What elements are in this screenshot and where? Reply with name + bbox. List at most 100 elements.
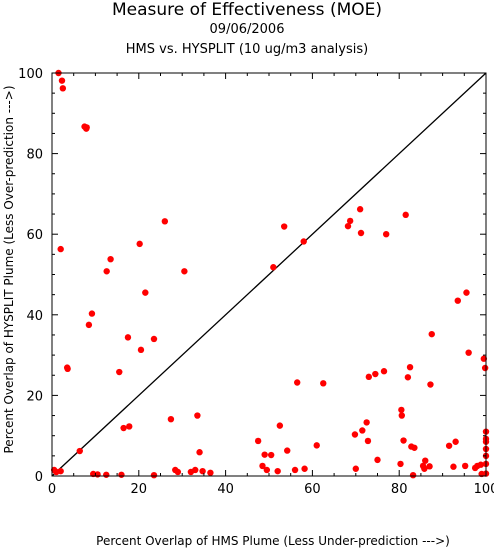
x-axis: 0 20 40 60 80 100 <box>48 73 494 497</box>
data-point <box>428 330 435 338</box>
chart-subtitle: HMS vs. HYSPLIT (10 ug/m3 analysis) <box>125 42 369 57</box>
data-point <box>382 231 390 238</box>
data-point <box>372 370 379 378</box>
data-point <box>356 206 364 213</box>
x-tick-label: 20 <box>131 482 148 497</box>
x-axis-label: Percent Overlap of HMS Plume (Less Under… <box>96 534 450 548</box>
data-point <box>445 442 453 449</box>
data-point <box>142 289 149 296</box>
data-point <box>365 373 373 381</box>
data-point <box>454 297 461 304</box>
data-point <box>64 365 71 373</box>
data-point <box>426 463 433 470</box>
data-point <box>411 444 418 451</box>
data-point <box>280 223 288 230</box>
x-tick-label: 60 <box>304 482 321 497</box>
data-point <box>136 240 143 248</box>
x-tick-label: 40 <box>217 482 234 497</box>
data-point <box>107 255 114 263</box>
data-point <box>409 471 417 479</box>
data-point <box>174 468 182 476</box>
chart-date: 09/06/2006 <box>209 22 285 37</box>
data-point <box>402 211 409 219</box>
data-point <box>400 437 407 444</box>
data-point <box>263 466 271 474</box>
data-point <box>270 264 277 271</box>
data-point <box>346 217 354 225</box>
data-point <box>300 238 307 245</box>
data-point <box>116 368 123 376</box>
y-tick-label: 100 <box>18 67 43 82</box>
data-point <box>57 467 64 475</box>
data-point <box>465 349 472 356</box>
data-point <box>398 406 405 414</box>
data-point <box>261 451 268 458</box>
data-point <box>421 465 428 472</box>
data-point <box>284 447 291 454</box>
reference-line <box>51 72 487 477</box>
data-point <box>199 467 206 475</box>
chart-title: Measure of Effectiveness (MOE) <box>111 0 383 20</box>
y-tick-label: 0 <box>35 470 43 485</box>
data-point <box>83 124 90 131</box>
data-point <box>57 245 64 253</box>
data-point <box>320 380 327 387</box>
data-point <box>85 321 93 329</box>
data-point <box>291 466 299 474</box>
data-point <box>344 222 352 230</box>
data-point <box>357 229 365 237</box>
data-point <box>380 368 388 375</box>
data-point <box>461 462 469 470</box>
data-point <box>118 471 125 478</box>
data-point <box>294 379 301 386</box>
data-point <box>103 268 110 275</box>
data-point <box>450 463 457 470</box>
data-point <box>259 462 266 470</box>
data-point <box>276 422 284 429</box>
data-point <box>150 335 158 343</box>
data-point <box>363 419 370 426</box>
data-point <box>481 364 489 372</box>
data-point <box>207 469 214 476</box>
data-point <box>398 412 406 419</box>
data-point <box>313 442 320 449</box>
data-point <box>352 465 359 472</box>
data-point <box>88 310 96 317</box>
data-point <box>397 460 404 468</box>
x-tick-label: 100 <box>474 482 494 497</box>
data-point <box>480 355 488 362</box>
data-point <box>59 85 67 92</box>
data-point <box>359 427 366 434</box>
y-tick-label: 60 <box>26 228 43 243</box>
data-point <box>126 423 133 430</box>
data-point <box>137 346 145 354</box>
x-tick-label: 0 <box>48 482 56 497</box>
y-tick-label: 40 <box>26 309 43 324</box>
data-point <box>374 456 381 464</box>
data-point <box>58 77 66 84</box>
x-tick-label: 80 <box>391 482 408 497</box>
data-point <box>194 412 201 419</box>
data-points <box>50 69 490 479</box>
data-point <box>161 218 169 225</box>
data-point <box>463 289 470 296</box>
data-point <box>452 438 459 445</box>
data-point <box>406 363 414 371</box>
data-point <box>351 431 359 438</box>
data-point <box>167 415 175 423</box>
data-point <box>364 437 372 445</box>
data-point <box>124 334 132 341</box>
data-point <box>422 457 429 464</box>
data-point <box>181 268 188 275</box>
data-point <box>301 465 308 472</box>
data-point <box>404 374 412 381</box>
data-point <box>477 461 484 468</box>
y-axis-label: Percent Overlap of HYSPLIT Plume (Less O… <box>2 86 16 454</box>
data-point <box>150 471 158 479</box>
data-point <box>267 451 275 459</box>
data-point <box>196 449 203 456</box>
data-point <box>427 381 434 388</box>
y-tick-label: 20 <box>26 389 43 404</box>
data-point <box>120 424 127 432</box>
